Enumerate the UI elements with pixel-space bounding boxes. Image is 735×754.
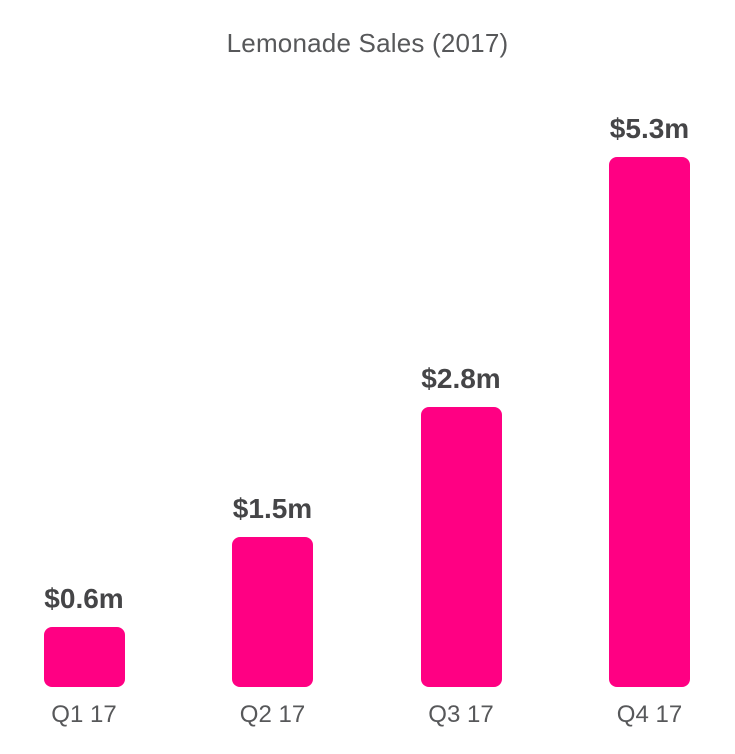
bar-value-label: $1.5m <box>232 492 313 524</box>
bar-value-label: $0.6m <box>44 582 124 614</box>
bar-q4-17 <box>609 157 690 687</box>
x-axis-label: Q2 17 <box>239 701 306 728</box>
bar-q3-17 <box>420 407 502 687</box>
bar-value-label: $5.3m <box>609 112 690 144</box>
bar-q2-17 <box>232 537 313 687</box>
x-axis-label: Q3 17 <box>428 701 494 728</box>
x-axis-label: Q4 17 <box>616 701 683 728</box>
bar-value-label: $2.8m <box>421 362 501 394</box>
bar-q1-17 <box>43 627 125 687</box>
chart-title: Lemonade Sales (2017) <box>226 28 509 58</box>
x-axis-label: Q1 17 <box>51 701 117 728</box>
